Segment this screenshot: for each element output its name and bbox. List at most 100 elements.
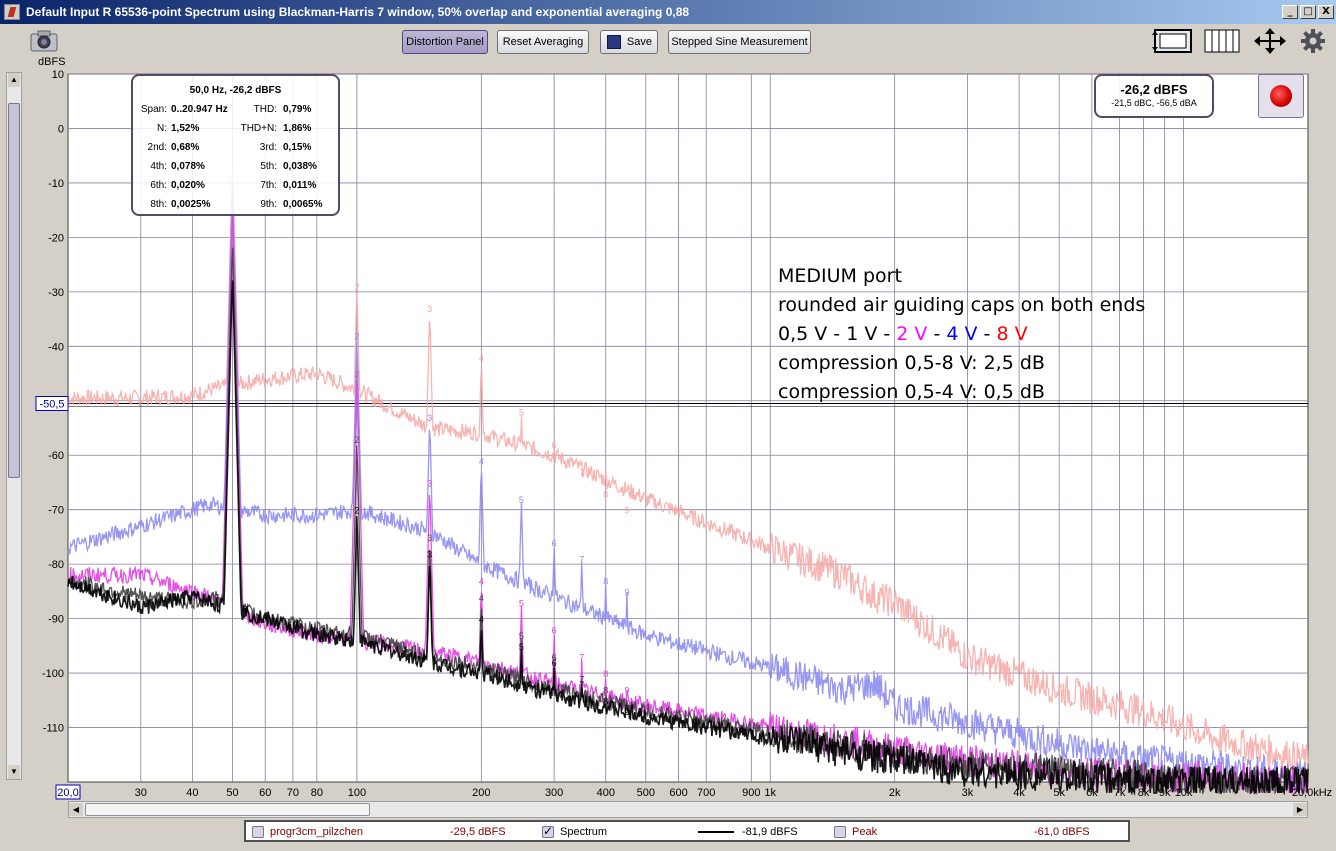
series-line-v8 [67,165,1309,774]
record-button[interactable] [1258,74,1304,118]
annotation-voltage-2v: 2 V [896,323,928,345]
distortion-value: 0,0065% [283,199,323,210]
harmonic-marker: 5 [519,642,524,652]
x-tick-label: 5k [1053,787,1065,799]
x-tick-label: 700 [697,787,715,799]
horizontal-scroll-thumb[interactable] [85,803,370,816]
y-tick-label: -10 [48,178,64,190]
x-tick-label: 6k [1086,787,1098,799]
legend-bar: progr3cm_pilzchen -29,5 dBFS Spectrum -8… [244,820,1130,842]
y-tick-label: -30 [48,287,64,299]
distortion-value: 0,038% [283,161,317,172]
harmonic-marker: 6 [552,626,557,636]
harmonic-marker: 5 [519,598,524,608]
window-title: Default Input R 65536-point Spectrum usi… [26,5,690,19]
graph-view-icon[interactable] [1150,26,1196,56]
annotation-line-4: compression 0,5-8 V: 2,5 dB [778,352,1045,374]
close-button[interactable]: X [1318,5,1334,19]
distortion-panel-button[interactable]: Distortion Panel [402,30,488,54]
harmonic-marker: 2 [354,370,359,380]
columns-icon[interactable] [1202,26,1242,56]
distortion-label: THD+N: [240,123,277,134]
x-tick-label: 8k [1138,787,1150,799]
distortion-label: 9th: [260,199,277,210]
legend-name: Peak [852,826,878,838]
fit-arrows-icon[interactable] [1250,26,1290,56]
distortion-value: 0,078% [171,161,205,172]
harmonic-marker: 8 [603,685,608,695]
distortion-value: 0,011% [283,180,317,191]
x-tick-label: 60 [259,787,271,799]
harmonic-marker: 8 [603,489,608,499]
y-tick-label: -70 [48,505,64,517]
harmonic-marker: 9 [624,587,629,597]
vertical-scrollbar[interactable]: ▲ ▼ [6,72,22,780]
record-icon [1270,85,1292,107]
x-tick-label: 70 [287,787,299,799]
checkbox-spectrum[interactable] [542,824,554,838]
annotation-line-5: compression 0,5-4 V: 0,5 dB [778,381,1045,403]
scroll-down-arrow-icon[interactable]: ▼ [8,765,20,779]
reset-averaging-button[interactable]: Reset Averaging [497,30,589,54]
x-tick-label: 4k [1013,787,1025,799]
x-end-label: 20,0kHz [1292,787,1332,799]
harmonic-marker: 8 [603,576,608,586]
level-main: -26,2 dBFS [1120,82,1188,97]
harmonic-marker: 4 [479,353,484,363]
toolbar: Distortion Panel Reset Averaging Save St… [0,24,1336,60]
harmonic-marker: 6 [552,538,557,548]
marker-box [35,395,69,411]
distortion-label: N: [157,123,167,134]
harmonic-marker: 6 [552,440,557,450]
distortion-value: 0,020% [171,180,205,191]
stepped-sine-button[interactable]: Stepped Sine Measurement [668,30,811,54]
harmonic-marker: 9 [624,685,629,695]
harmonic-marker: 2 [354,331,359,341]
settings-gear-icon[interactable] [1296,26,1330,56]
harmonic-marker: 9 [624,702,629,712]
x-tick-label: 600 [669,787,687,799]
scroll-right-arrow-icon[interactable]: ▶ [1293,803,1307,816]
distortion-label: 6th: [150,180,167,191]
harmonic-marker: 4 [479,615,484,625]
annotation-sep-1: - [927,323,941,345]
harmonic-marker: 5 [519,495,524,505]
distortion-value: 0..20.947 Hz [171,104,228,115]
minimize-button[interactable]: _ [1282,5,1298,19]
save-button[interactable]: Save [600,30,658,54]
x-tick-label: 10k [1175,787,1193,799]
vertical-scroll-thumb[interactable] [8,103,20,478]
y-axis-unit-label: dBFS [38,56,66,68]
title-bar: Default Input R 65536-point Spectrum usi… [0,0,1336,24]
legend-item-spectrum[interactable]: Spectrum [542,824,607,839]
legend-item-progr3cm[interactable]: progr3cm_pilzchen [252,825,363,839]
legend-value: -61,0 dBFS [1034,826,1090,838]
checkbox-progr3cm[interactable] [252,826,264,838]
x-tick-label: 30 [135,787,147,799]
x-tick-label: 50 [226,787,238,799]
scroll-left-arrow-icon[interactable]: ◀ [69,803,83,816]
harmonic-marker: 3 [427,533,432,543]
x-tick-label: 40 [186,787,198,799]
annotation-voltage-8v: 8 V [996,323,1028,345]
harmonic-marker: 7 [579,675,584,685]
x-tick-label: 200 [472,787,490,799]
x-tick-label: 80 [311,787,323,799]
annotation-voltage-4v: 4 V [946,323,978,345]
y-tick-label: -90 [48,614,64,626]
harmonic-marker: 7 [579,468,584,478]
maximize-button[interactable]: □ [1300,5,1316,19]
scroll-up-arrow-icon[interactable]: ▲ [8,73,20,87]
y-tick-label: -80 [48,559,64,571]
checkbox-peak[interactable] [834,826,846,838]
y-tick-label: 0 [58,123,64,135]
harmonic-marker: 7 [579,555,584,565]
harmonic-marker: 2 [354,282,359,292]
x-start-box [55,784,81,800]
distortion-value: 0,79% [283,104,312,115]
legend-item-peak[interactable]: Peak [834,825,877,839]
camera-icon[interactable] [26,26,62,56]
horizontal-scrollbar[interactable]: ◀ ▶ [68,801,1308,818]
save-icon [607,35,621,49]
distortion-panel: 50,0 Hz, -26,2 dBFS Span: 0..20.947 Hz THD… [131,74,340,216]
